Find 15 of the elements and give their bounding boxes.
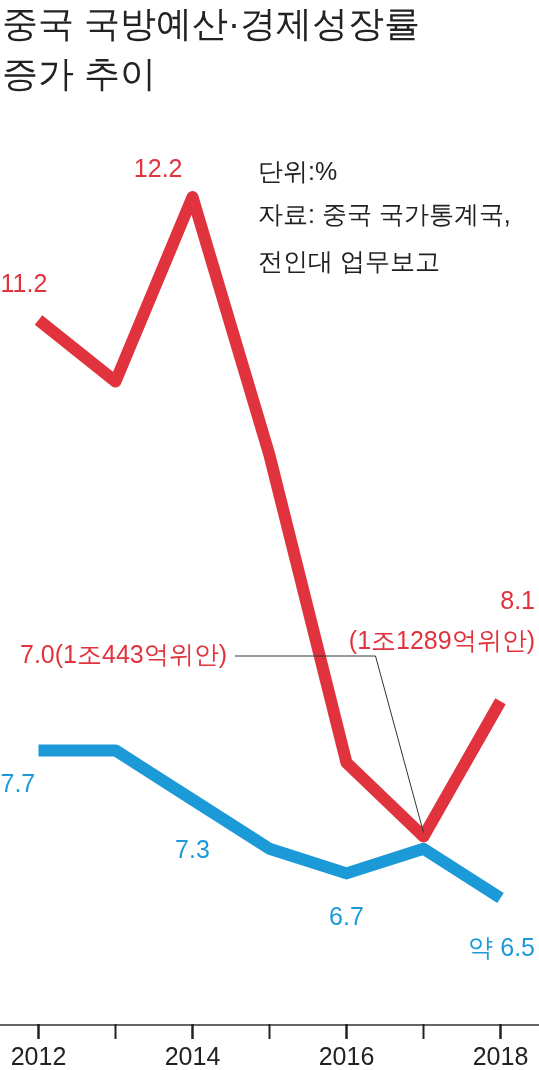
data-label: 11.2: [0, 268, 48, 297]
data-label: 8.1 (1조1289억위안): [348, 586, 535, 655]
text: 단위:%: [258, 157, 338, 185]
x-tick-label: 2018: [472, 1042, 529, 1070]
annotation: 자료: 중국 국가통계국, 전인대 업무보고: [258, 200, 511, 275]
x-tick-label: 2012: [10, 1042, 67, 1070]
data-label: 6.7: [329, 902, 364, 931]
data-label: 7.0(1조443억위안): [20, 640, 228, 668]
x-tick-label: 2016: [318, 1042, 375, 1070]
data-label: 7.7: [0, 769, 36, 798]
x-tick-label: 2014: [164, 1042, 221, 1070]
data-label: 약 6.5: [468, 933, 535, 961]
chart-title: 중국 국방예산·경제성장률 증가 추이: [2, 3, 420, 94]
data-label: 12.2: [133, 154, 183, 182]
data-label: 7.3: [175, 834, 210, 863]
